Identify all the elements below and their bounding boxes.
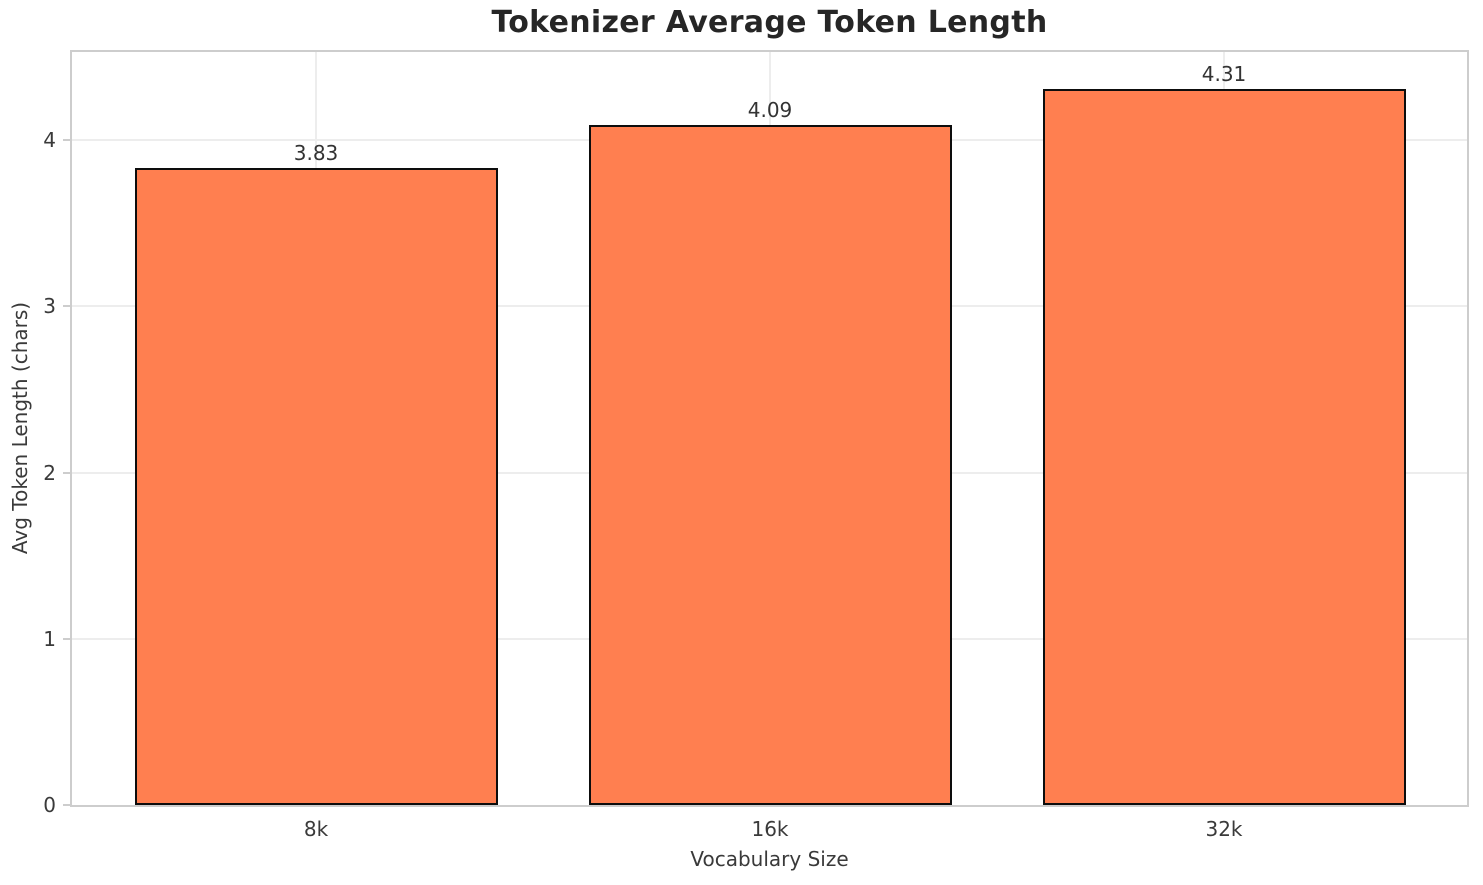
y-tick-label-3: 3 — [43, 294, 56, 319]
x-axis-label: Vocabulary Size — [690, 847, 849, 871]
y-tick-mark-1 — [63, 637, 70, 640]
y-tick-mark-2 — [63, 471, 70, 474]
y-tick-label-0: 0 — [43, 793, 56, 817]
x-tick-label-32k: 32k — [1205, 817, 1243, 841]
y-tick-mark-4 — [63, 139, 70, 142]
y-axis-label: Avg Token Length (chars) — [8, 301, 32, 555]
bar-value-label-16k: 4.09 — [747, 98, 793, 123]
bar-32k — [1042, 88, 1406, 805]
y-tick-label-2: 2 — [43, 460, 56, 485]
y-tick-label-1: 1 — [43, 626, 56, 651]
y-tick-mark-3 — [63, 305, 70, 308]
bar-8k — [134, 168, 498, 805]
y-tick-mark-0 — [63, 804, 70, 806]
y-tick-label-4: 4 — [43, 128, 56, 153]
bars-layer: 3.83 4.09 4.31 — [72, 52, 1467, 805]
bar-16k — [588, 125, 952, 805]
plot-area: 3.83 4.09 4.31 — [70, 50, 1469, 807]
bar-value-label-32k: 4.31 — [1201, 61, 1247, 86]
x-tick-label-8k: 8k — [303, 817, 329, 841]
bar-value-label-8k: 3.83 — [293, 141, 339, 166]
x-tick-label-16k: 16k — [751, 817, 789, 841]
chart-title: Tokenizer Average Token Length — [491, 5, 1048, 40]
